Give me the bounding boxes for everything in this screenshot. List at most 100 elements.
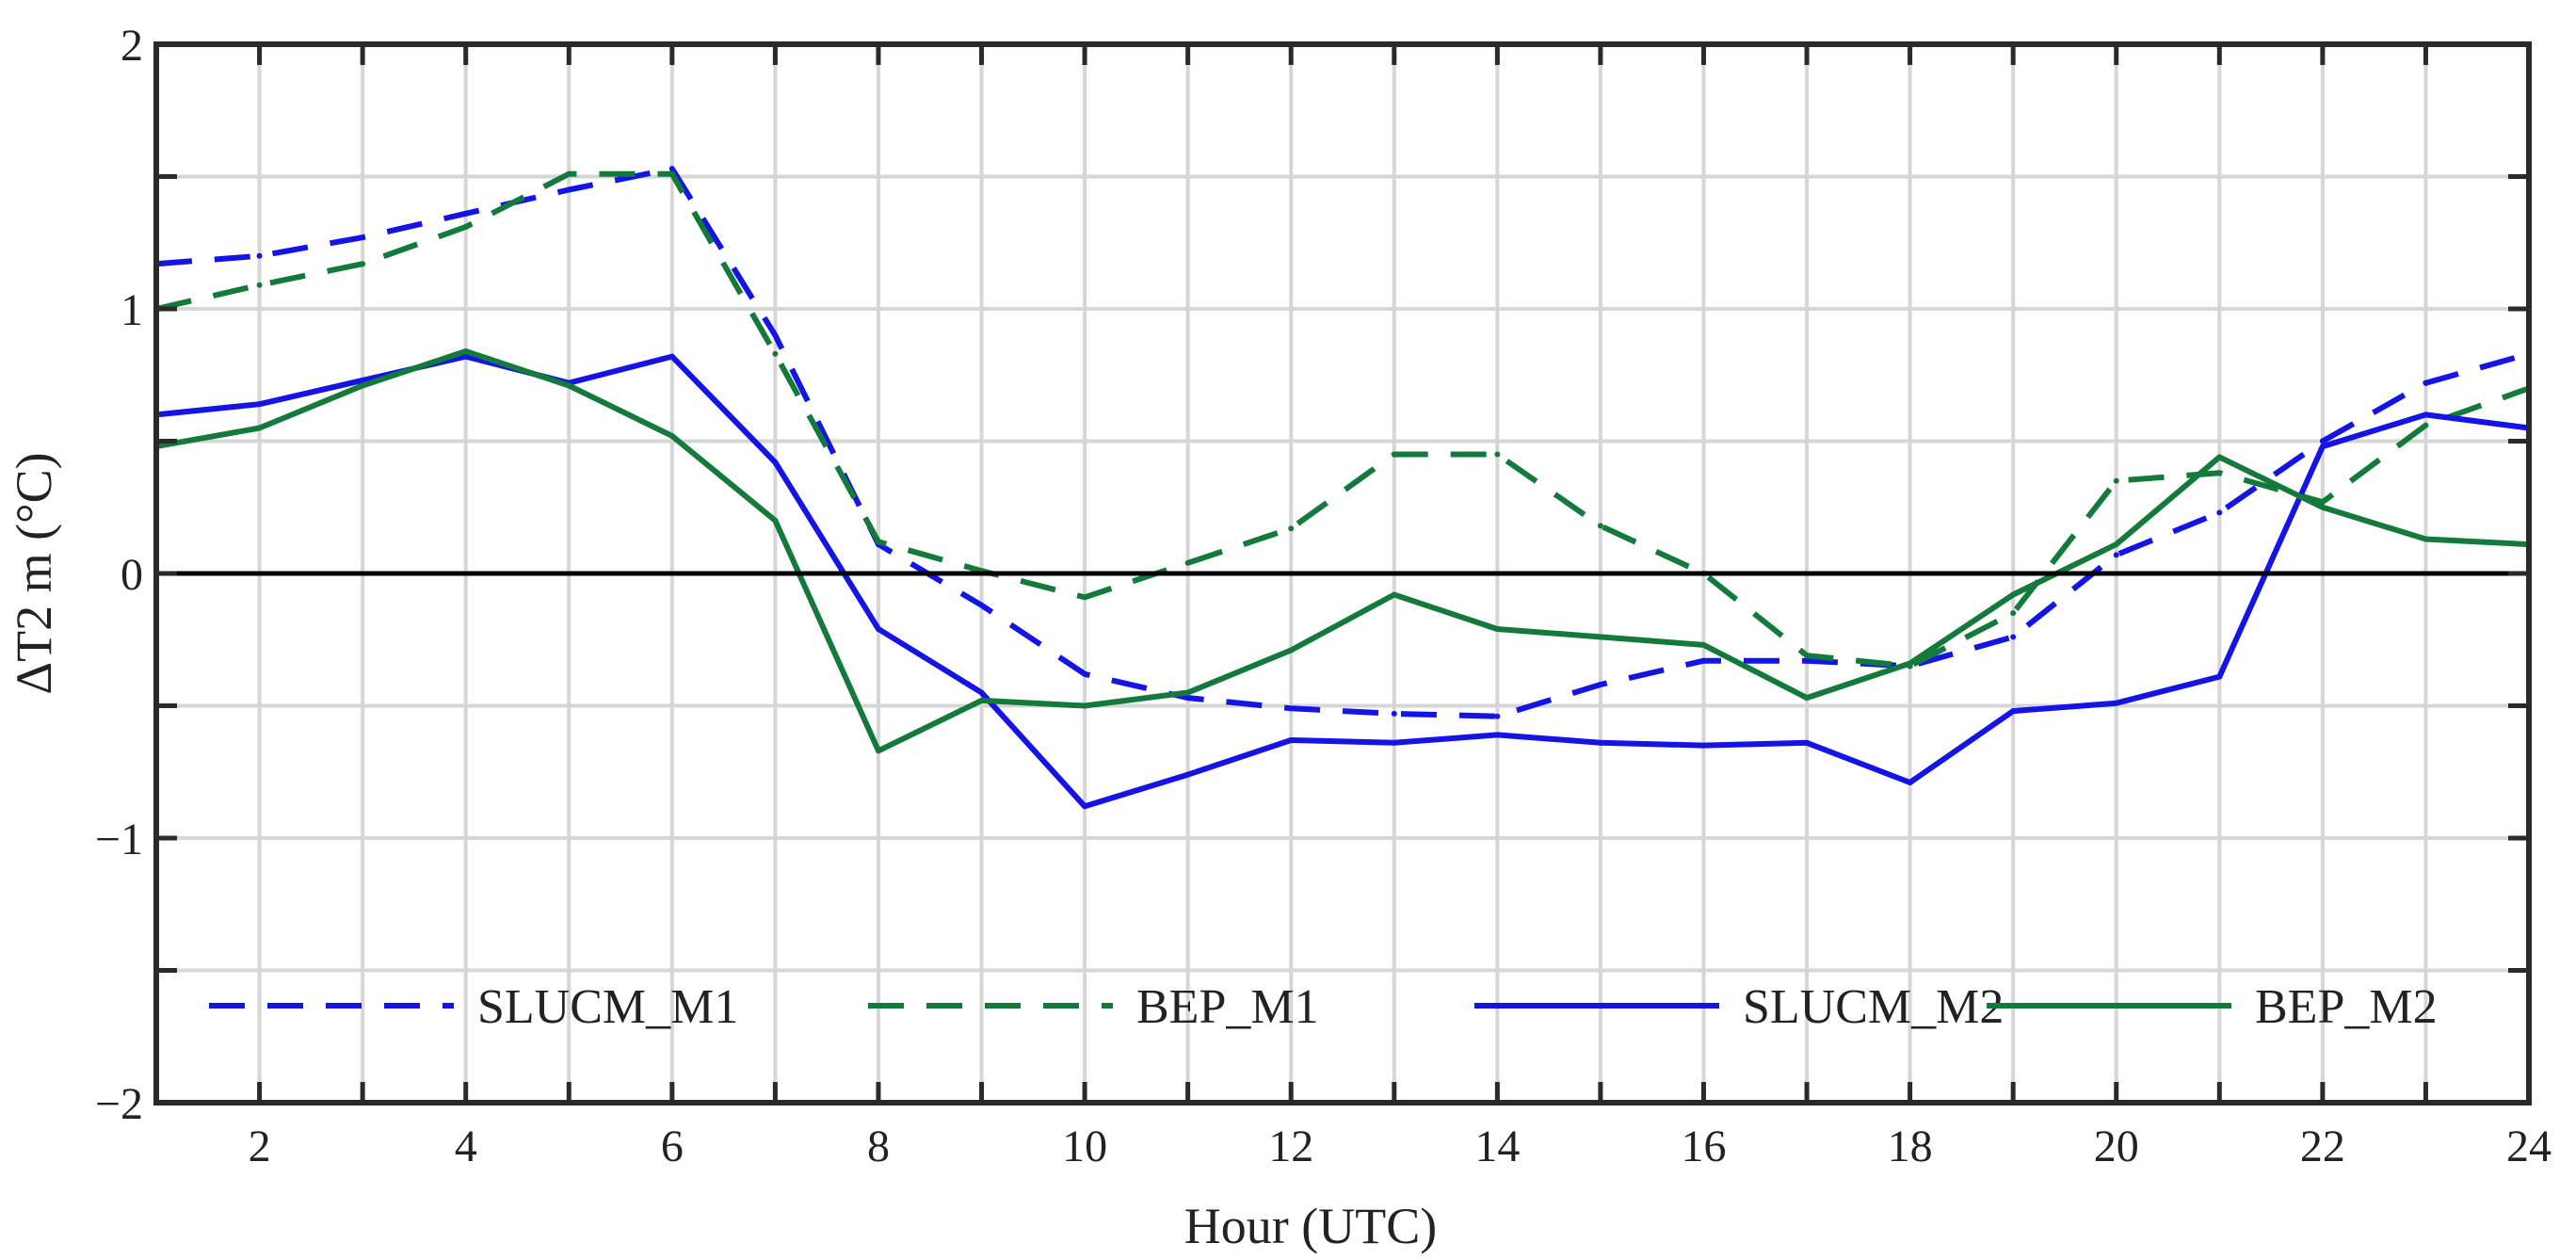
series-line-bep-m1-point [2010, 610, 2017, 617]
series-line-slucm-m2-point [1597, 739, 1603, 746]
x-tick-label: 2 [249, 1122, 271, 1171]
series-line-slucm-m2-point [875, 626, 881, 633]
y-tick-label: 2 [121, 21, 143, 71]
series-line-bep-m2-point [1494, 626, 1501, 633]
series-line-slucm-m1-point [2113, 552, 2119, 558]
series-line-slucm-m2-point [360, 377, 366, 383]
x-tick-label: 24 [2506, 1122, 2552, 1171]
series-line-bep-m2-point [668, 432, 675, 439]
series-line-bep-m1-point [2113, 477, 2119, 484]
y-tick-label: −1 [95, 815, 143, 864]
series-line-slucm-m2-point [1804, 739, 1811, 746]
series-line-slucm-m1-point [1184, 695, 1191, 702]
series-line-bep-m2-point [2216, 454, 2223, 460]
legend-slucm-m2-label: SLUCM_M2 [1743, 980, 2004, 1034]
series-line-bep-m2-point [1907, 660, 1913, 667]
x-tick-label: 8 [867, 1122, 890, 1171]
series-line-bep-m1-point [1184, 559, 1191, 566]
series-line-bep-m1-point [462, 223, 469, 230]
series-line-bep-m1-point [256, 282, 263, 288]
series-line-slucm-m2-point [772, 459, 779, 465]
series-line-slucm-m2-point [1288, 737, 1295, 744]
series-line-bep-m2-point [1597, 634, 1603, 640]
series-line-bep-m2-point [566, 382, 572, 389]
series-line-slucm-m1-point [1082, 670, 1088, 677]
series-line-slucm-m1-point [1700, 657, 1707, 664]
series-line-bep-m2-point [978, 697, 985, 703]
series-line-slucm-m1-point [1391, 710, 1397, 717]
series-line-bep-m1-point [1597, 523, 1603, 529]
x-tick-label: 4 [455, 1122, 477, 1171]
series-line-slucm-m1-point [566, 186, 572, 193]
legend-bep-m2-label: BEP_M2 [2255, 980, 2438, 1034]
series-line-bep-m1-point [566, 170, 572, 177]
x-tick-label: 10 [1062, 1122, 1107, 1171]
series-line-slucm-m2-point [668, 353, 675, 360]
series-line-bep-m2-point [2423, 536, 2429, 542]
series-line-slucm-m2-point [256, 401, 263, 408]
series-line-slucm-m2-point [1391, 739, 1397, 746]
series-line-bep-m1-point [772, 350, 779, 357]
series-line-bep-m2-point [2113, 541, 2119, 548]
series-line-bep-m2-point [360, 382, 366, 389]
series-line-bep-m2-point [772, 517, 779, 524]
x-tick-label: 12 [1268, 1122, 1313, 1171]
series-line-bep-m1-point [668, 170, 675, 177]
series-line-slucm-m2-point [978, 689, 985, 696]
series-line-slucm-m2-point [2216, 673, 2223, 680]
y-tick-label: −2 [95, 1079, 143, 1129]
legend-slucm-m1-label: SLUCM_M1 [477, 980, 738, 1034]
series-line-slucm-m2-point [1700, 742, 1707, 749]
series-line-bep-m1-point [1288, 525, 1295, 532]
series-line-bep-m2-point [2010, 591, 2017, 598]
legend-bep-m1-label: BEP_M1 [1136, 980, 1319, 1034]
x-tick-label: 18 [1888, 1122, 1933, 1171]
series-line-slucm-m2-point [1184, 771, 1191, 778]
series-line-slucm-m1-point [772, 332, 779, 339]
series-line-slucm-m2-point [462, 353, 469, 360]
legend: SLUCM_M1 BEP_M1 SLUCM_M2 BEP_M2 [209, 980, 2438, 1034]
y-tick-label: 1 [121, 285, 143, 335]
series-line-slucm-m2-point [2319, 444, 2326, 450]
x-tick-label: 16 [1681, 1122, 1726, 1171]
x-tick-label: 6 [661, 1122, 684, 1171]
series-line-bep-m1-point [1391, 451, 1397, 458]
series-line-slucm-m1-point [668, 166, 675, 172]
series-line-slucm-m1-point [2010, 634, 2017, 640]
series-line-slucm-m1-point [256, 252, 263, 259]
series-line-slucm-m1-point [978, 602, 985, 608]
series-line-bep-m2-point [1184, 689, 1191, 696]
series-line-bep-m1-point [360, 261, 366, 267]
series-line-slucm-m1-point [1804, 657, 1811, 664]
x-tick-label: 14 [1474, 1122, 1520, 1171]
series-line-slucm-m1-point [1597, 682, 1603, 688]
y-axis-title: ΔT2 m (°C) [6, 452, 62, 694]
series-line-bep-m1-point [2423, 422, 2429, 428]
series-line-bep-m1 [155, 170, 2531, 670]
x-tick-label: 20 [2094, 1122, 2139, 1171]
series-line-bep-m1-point [1494, 451, 1501, 458]
series-line-slucm-m1-point [2423, 379, 2429, 386]
series-line-bep-m1-point [2216, 470, 2223, 476]
series-line-slucm-m2-point [1494, 732, 1501, 738]
series-line-bep-m2-point [2319, 504, 2326, 510]
series-line-slucm-m1-point [360, 234, 366, 241]
series-line-slucm-m2-point [1907, 779, 1913, 785]
series-line-bep-m1-point [2319, 499, 2326, 506]
series-line-slucm-m1-point [2319, 438, 2326, 444]
series-line-bep-m2-point [256, 425, 263, 431]
series-lines [153, 166, 2532, 810]
series-line-slucm-m1-point [2216, 509, 2223, 516]
series-line-slucm-m2-point [2010, 708, 2017, 715]
x-tick-label: 22 [2300, 1122, 2345, 1171]
series-line-slucm-m1-point [1288, 705, 1295, 712]
series-line-slucm-m2-point [1082, 803, 1088, 810]
series-line-bep-m2-point [1082, 702, 1088, 709]
series-line-bep-m1-point [1082, 594, 1088, 601]
series-line-slucm-m1-point [462, 210, 469, 217]
series-line-bep-m2-point [462, 347, 469, 354]
series-line-bep-m2-point [875, 748, 881, 754]
series-line-slucm-m1-point [1494, 713, 1501, 719]
